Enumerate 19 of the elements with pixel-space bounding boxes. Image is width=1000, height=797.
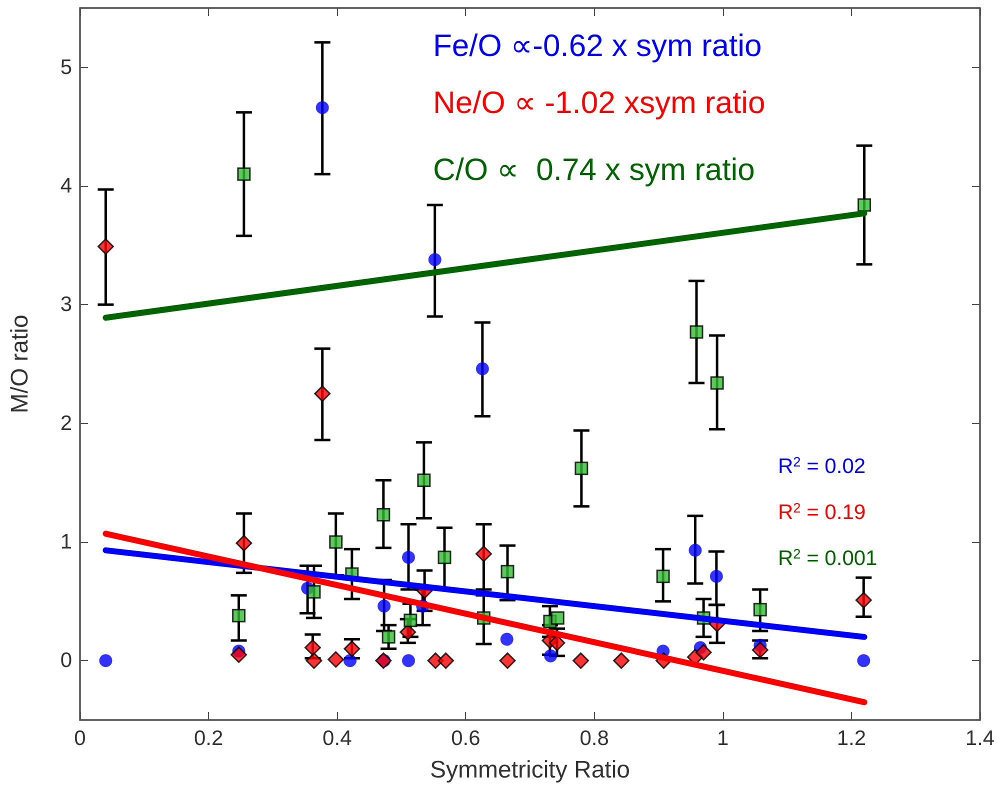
x-tick-label: 0.4 [322, 727, 352, 750]
y-axis-title: M/O ratio [6, 314, 34, 414]
annotation: Fe/O ∝-0.62 x sym ratio [433, 28, 762, 63]
y-tick-label: 5 [60, 56, 72, 79]
x-tick-label: 0.8 [580, 727, 609, 750]
y-tick-label: 0 [60, 649, 72, 672]
x-tick-label: 0.6 [451, 727, 480, 750]
x-tick-label: 1.4 [965, 727, 995, 750]
x-tick-label: 1 [717, 727, 729, 750]
annotation: C/O ∝ 0.74 x sym ratio [433, 152, 755, 187]
x-tick-label: 0.2 [194, 727, 224, 750]
y-tick-label: 4 [60, 174, 72, 198]
x-tick-label: 0 [74, 727, 86, 750]
x-tick-label: 1.2 [836, 727, 866, 750]
x-axis-title: Symmetricity Ratio [430, 756, 630, 784]
y-tick-label: 2 [60, 412, 72, 435]
y-tick-label: 1 [60, 530, 72, 554]
annotation: Ne/O ∝ -1.02 xsym ratio [433, 85, 766, 120]
y-tick-label: 3 [60, 293, 72, 316]
